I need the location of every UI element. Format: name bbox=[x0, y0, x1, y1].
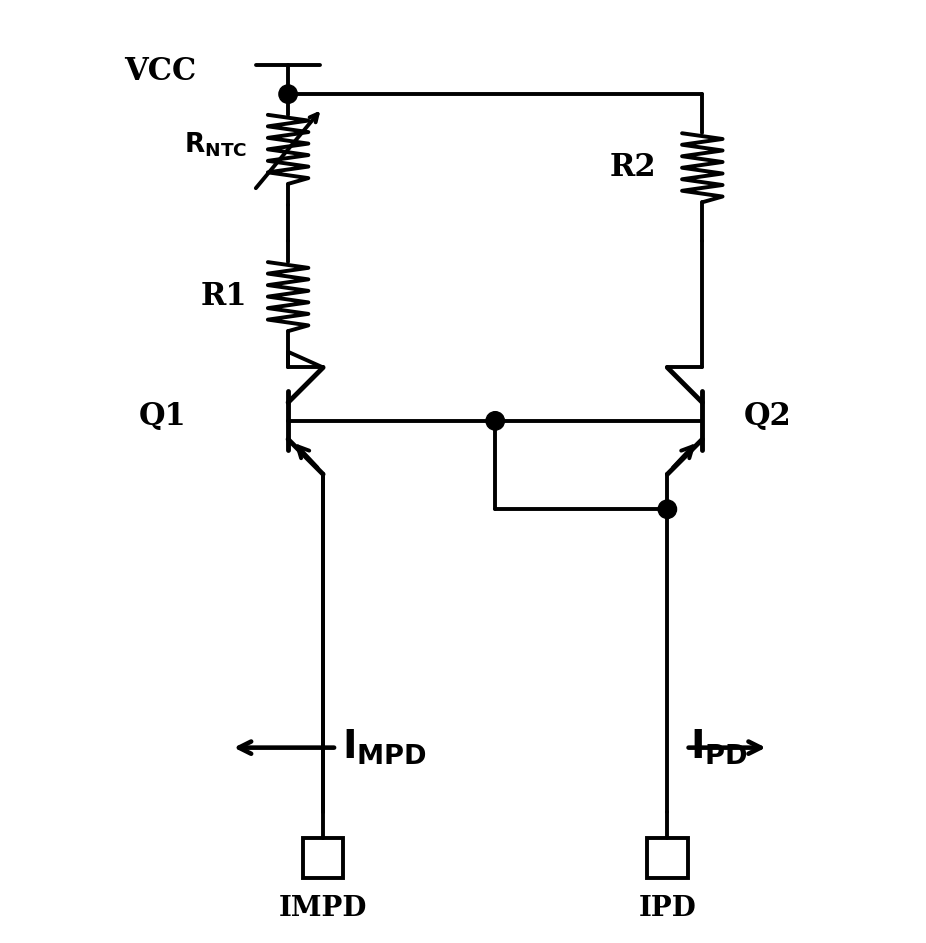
Text: Q2: Q2 bbox=[744, 401, 792, 432]
Bar bbox=[647, 837, 688, 878]
Text: Q1: Q1 bbox=[139, 401, 187, 432]
Circle shape bbox=[279, 85, 297, 104]
Circle shape bbox=[658, 500, 677, 519]
Text: R1: R1 bbox=[200, 281, 246, 312]
Bar bbox=[303, 837, 344, 878]
Text: IPD: IPD bbox=[638, 895, 696, 922]
Text: R$_{\mathbf{NTC}}$: R$_{\mathbf{NTC}}$ bbox=[183, 130, 246, 159]
Text: $\mathbf{I}_{\mathbf{MPD}}$: $\mathbf{I}_{\mathbf{MPD}}$ bbox=[342, 728, 427, 768]
Text: R2: R2 bbox=[609, 152, 657, 183]
Circle shape bbox=[486, 412, 505, 430]
Text: VCC: VCC bbox=[124, 56, 196, 87]
Text: IMPD: IMPD bbox=[279, 895, 368, 922]
Text: $\mathbf{I}_{\mathbf{PD}}$: $\mathbf{I}_{\mathbf{PD}}$ bbox=[691, 728, 748, 768]
